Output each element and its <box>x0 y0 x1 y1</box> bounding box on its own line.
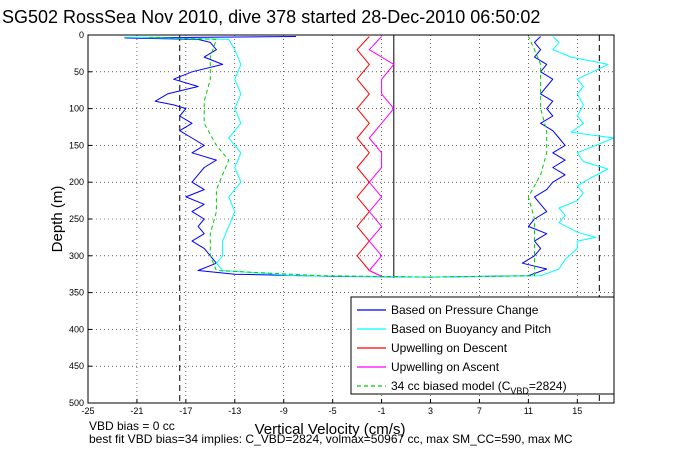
y-tick-label: 150 <box>69 140 84 150</box>
series-line-5 <box>149 36 548 278</box>
x-tick-label: -25 <box>81 406 94 416</box>
series-line-4 <box>368 36 395 277</box>
y-tick-label: 100 <box>69 104 84 114</box>
data-series <box>124 36 615 278</box>
best-fit-caption: best fit VBD bias=34 implies: C_VBD=2824… <box>89 432 573 446</box>
x-axis-ticks: -25 -21 -17 -13 -9 -5 -1 3 7 11 15 <box>81 399 582 416</box>
y-tick-label: 0 <box>79 30 84 40</box>
x-tick-label: -21 <box>130 406 143 416</box>
x-tick-label: -1 <box>378 406 386 416</box>
y-axis-label: Depth (m) <box>49 186 66 253</box>
legend-label: Based on Pressure Change <box>391 303 539 317</box>
y-tick-label: 400 <box>69 324 84 334</box>
x-axis-label: Vertical Velocity (cm/s) <box>255 421 406 438</box>
y-tick-label: 350 <box>69 288 84 298</box>
x-tick-label: -17 <box>179 406 192 416</box>
x-tick-label: 7 <box>477 406 482 416</box>
y-tick-label: 300 <box>69 251 84 261</box>
chart-title: SG502 RossSea Nov 2010, dive 378 started… <box>2 7 540 27</box>
legend-label: Upwelling on Descent <box>391 341 508 355</box>
legend-label: Upwelling on Ascent <box>391 360 500 374</box>
x-tick-label: 15 <box>572 406 582 416</box>
y-tick-label: 200 <box>69 177 84 187</box>
series-line-3 <box>356 36 382 277</box>
legend-label: Based on Buoyancy and Pitch <box>391 322 551 336</box>
reference-lines <box>179 35 600 403</box>
x-tick-label: 3 <box>428 406 433 416</box>
y-tick-label: 250 <box>69 214 84 224</box>
x-tick-label: 11 <box>524 406 533 416</box>
y-axis-ticks: 0 50 100 150 200 250 300 350 400 450 500 <box>69 30 92 408</box>
legend: Based on Pressure Change Based on Buoyanc… <box>350 296 615 396</box>
y-tick-label: 50 <box>74 67 84 77</box>
y-tick-label: 450 <box>69 361 84 371</box>
legend-box <box>350 296 615 395</box>
series-line-2 <box>124 36 615 278</box>
y-tick-label: 500 <box>69 398 84 408</box>
series-line-1 <box>124 36 566 278</box>
x-tick-label: -9 <box>280 406 288 416</box>
x-tick-label: -13 <box>228 406 241 416</box>
x-tick-label: -5 <box>329 406 337 416</box>
vbd-bias-caption: VBD bias = 0 cc <box>89 419 175 433</box>
